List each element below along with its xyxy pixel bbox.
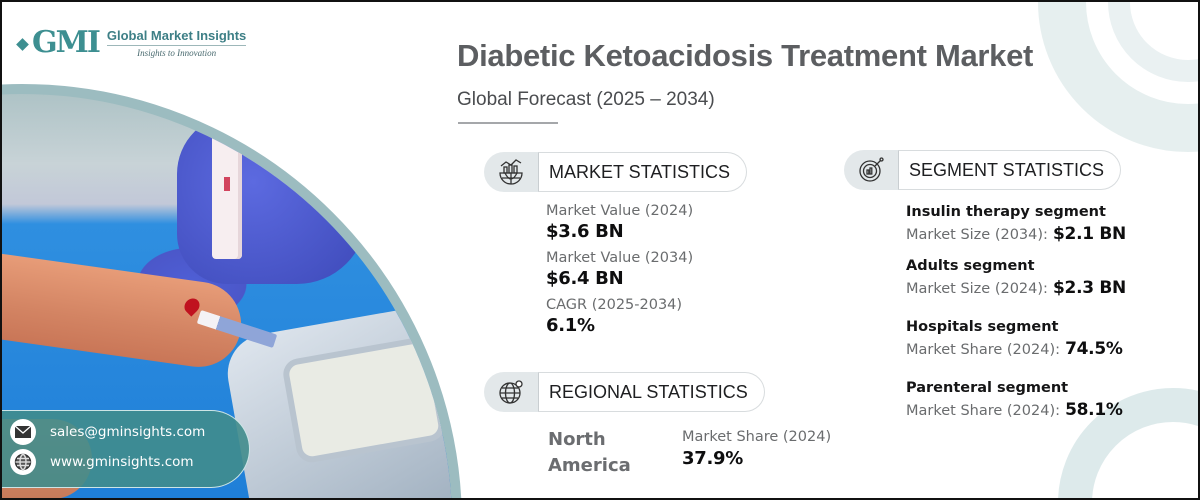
brand-tagline: Insights to Innovation: [137, 48, 217, 58]
title-divider: [458, 122, 558, 124]
contact-box: sales@gminsights.com www.gminsights.com: [2, 410, 250, 488]
contact-website[interactable]: www.gminsights.com: [10, 449, 194, 475]
stat-label: CAGR (2025-2034): [546, 297, 683, 313]
segment-value: $2.3 BN: [1053, 278, 1126, 298]
test-vial: [212, 119, 242, 259]
region-share: Market Share (2024) 37.9%: [682, 427, 831, 479]
stat-value: 6.1%: [546, 315, 595, 336]
segment-adults: Adults segment Market Size (2024): $2.3 …: [906, 256, 1126, 301]
market-statistics-header: MARKET STATISTICS: [484, 152, 748, 192]
segment-statistics-heading: SEGMENT STATISTICS: [898, 150, 1122, 190]
gmi-logo: GMI Global Market Insights Insights to I…: [16, 25, 247, 60]
page-title: Diabetic Ketoacidosis Treatment Market: [457, 38, 1034, 73]
stat-label: Market Value (2034): [546, 250, 694, 266]
page-subtitle: Global Forecast (2025 – 2034): [457, 89, 715, 110]
meter-screen: [280, 335, 447, 465]
market-statistics-heading: MARKET STATISTICS: [538, 152, 748, 192]
target-chart-icon: [844, 150, 898, 190]
stat-cagr: CAGR (2025-2034) 6.1%: [546, 296, 693, 337]
stat-value: $3.6 BN: [546, 221, 624, 242]
market-statistics-list: Market Value (2024) $3.6 BN Market Value…: [546, 202, 693, 343]
region-share-label: Market Share (2024): [682, 429, 832, 445]
stat-market-value-2034: Market Value (2034) $6.4 BN: [546, 249, 693, 290]
region-name-line2: America: [548, 455, 631, 476]
segment-title: Hospitals segment: [906, 319, 1059, 335]
globe-icon: [10, 449, 36, 475]
logo-mark: GMI: [16, 25, 101, 60]
segment-hospitals: Hospitals segment Market Share (2024): 7…: [906, 317, 1126, 362]
segment-value: 74.5%: [1065, 339, 1123, 359]
regional-statistics-heading: REGIONAL STATISTICS: [538, 372, 765, 412]
segment-label: Market Share (2024):: [906, 342, 1061, 358]
region-share-value: 37.9%: [682, 448, 743, 469]
segment-title: Insulin therapy segment: [906, 204, 1106, 220]
segment-parenteral: Parenteral segment Market Share (2024): …: [906, 378, 1126, 423]
segment-statistics-list: Insulin therapy segment Market Size (203…: [906, 202, 1126, 432]
stat-value: $6.4 BN: [546, 268, 624, 289]
segment-statistics-header: SEGMENT STATISTICS: [844, 150, 1122, 190]
stat-label: Market Value (2024): [546, 203, 694, 219]
diamond-icon: [16, 37, 29, 51]
envelope-icon: [10, 419, 36, 445]
segment-insulin-therapy: Insulin therapy segment Market Size (203…: [906, 202, 1126, 247]
regional-statistics: North America Market Share (2024) 37.9%: [548, 427, 831, 479]
brand-name: Global Market Insights: [106, 28, 247, 46]
contact-email[interactable]: sales@gminsights.com: [10, 419, 205, 445]
segment-label: Market Share (2024):: [906, 403, 1061, 419]
segment-value: $2.1 BN: [1053, 224, 1126, 244]
segment-title: Adults segment: [906, 258, 1035, 274]
segment-label: Market Size (2034):: [906, 227, 1048, 243]
gloved-hand: [177, 114, 367, 284]
email-link[interactable]: sales@gminsights.com: [50, 424, 206, 440]
website-link[interactable]: www.gminsights.com: [50, 454, 194, 470]
segment-value: 58.1%: [1065, 400, 1123, 420]
region-name: North America: [548, 427, 638, 479]
segment-label: Market Size (2024):: [906, 281, 1048, 297]
globe-pin-icon: [484, 372, 538, 412]
region-name-line1: North: [548, 429, 606, 450]
chart-globe-icon: [484, 152, 538, 192]
logo-mark-text: GMI: [32, 25, 101, 60]
stat-market-value-2024: Market Value (2024) $3.6 BN: [546, 202, 693, 243]
regional-statistics-header: REGIONAL STATISTICS: [484, 372, 765, 412]
logo-text: Global Market Insights Insights to Innov…: [106, 28, 247, 58]
segment-title: Parenteral segment: [906, 380, 1069, 396]
